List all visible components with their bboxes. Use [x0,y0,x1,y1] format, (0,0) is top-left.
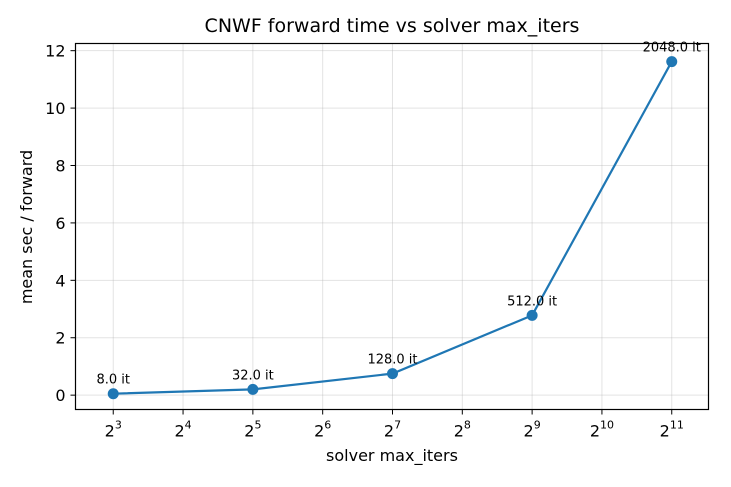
chart-title: CNWF forward time vs solver max_iters [205,15,580,37]
y-tick-label: 12 [45,42,65,61]
data-point [107,388,119,400]
x-tick-label: 210 [590,419,614,441]
y-tick-label: 0 [55,386,65,405]
y-tick-label: 6 [55,214,65,233]
data-label: 2048.0 it [643,41,701,56]
x-tick-label: 29 [524,419,541,441]
x-tick-label: 23 [105,419,122,441]
x-axis-label: solver max_iters [326,446,458,466]
data-label: 32.0 it [232,368,274,383]
y-tick-label: 8 [55,157,65,176]
x-tick-label: 27 [384,419,401,441]
x-tick-label: 211 [660,419,684,441]
plot-layer: 8.0 it 32.0 it 128.0 it 512.0 it 2048.0 it [96,41,701,400]
data-point [526,309,538,321]
y-tick-label: 2 [55,329,65,348]
data-label: 8.0 it [96,373,130,388]
data-point [386,368,398,380]
data-label: 128.0 it [367,353,417,368]
x-tick-label: 28 [454,419,471,441]
y-tick-label: 10 [45,99,65,118]
y-axis-label: mean sec / forward [17,150,36,304]
y-tick-label: 4 [55,271,65,290]
x-tick-label: 26 [314,419,331,441]
data-label: 512.0 it [507,294,557,309]
data-point [247,383,259,395]
x-tick-label: 25 [244,419,261,441]
data-point [666,56,678,68]
grid-layer [75,43,709,410]
x-tick-label: 24 [174,419,191,441]
